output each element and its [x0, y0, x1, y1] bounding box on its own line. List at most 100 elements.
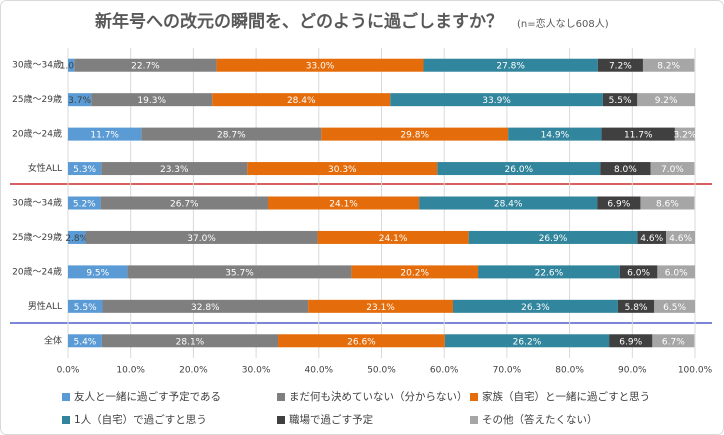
bar-segment [216, 58, 424, 72]
bar-segment [601, 127, 675, 141]
bar-segment [68, 127, 142, 141]
bar-segment [654, 299, 695, 313]
legend-swatch [62, 416, 70, 424]
value-label: 8.0% [614, 165, 637, 175]
x-tick-label: 10.0% [116, 366, 145, 376]
bar-segment [642, 58, 695, 72]
value-label: 3.7% [68, 96, 91, 106]
value-label: 26.7% [170, 200, 199, 210]
bar-segment [444, 334, 610, 348]
bar-segment [68, 265, 128, 279]
value-label: 3.2% [674, 131, 697, 141]
bar-segment [100, 196, 269, 210]
value-label: 5.8% [625, 303, 648, 313]
bar-segment [247, 162, 438, 176]
value-label: 6.0% [627, 268, 650, 278]
x-tick-label: 60.0% [430, 366, 459, 376]
x-tick-label: 0.0% [57, 366, 80, 376]
bar-segment [419, 196, 598, 210]
value-label: 5.3% [73, 165, 96, 175]
y-tick-label: 30歳～34歳 [12, 197, 62, 209]
y-tick-label: 25歳～29歳 [12, 231, 62, 243]
bar-segment [68, 299, 103, 313]
legend-label: 家族（自宅）と一緒に過ごすと思う [482, 390, 650, 403]
bar-segment [468, 230, 638, 244]
value-label: 24.1% [329, 200, 358, 210]
y-tick-label: 全体 [44, 334, 62, 346]
bar-segment [68, 162, 102, 176]
value-label: 35.7% [225, 268, 254, 278]
bar-segment [650, 162, 695, 176]
bar-segment [452, 299, 618, 313]
value-label: 26.3% [521, 303, 550, 313]
value-label: 33.9% [482, 96, 511, 106]
x-tick-label: 90.0% [618, 366, 647, 376]
bar-segment [68, 230, 86, 244]
bar-segment [437, 162, 601, 176]
legend-label: 職場で過ごす予定 [289, 413, 374, 426]
bar-segment [351, 265, 479, 279]
value-label: 14.9% [541, 131, 570, 141]
value-label: 5.5% [609, 96, 632, 106]
bar-segment [602, 93, 638, 107]
value-label: 26.2% [513, 337, 542, 347]
value-label: 26.9% [539, 234, 568, 244]
bar-segment [478, 265, 620, 279]
bar-segment [127, 265, 352, 279]
value-label: 23.1% [366, 303, 395, 313]
x-tick-label: 80.0% [555, 366, 584, 376]
value-label: 37.0% [187, 234, 216, 244]
bar-segment [652, 334, 695, 348]
bar-segment [102, 299, 309, 313]
value-label: 23.3% [160, 165, 189, 175]
value-label: 33.0% [306, 62, 335, 72]
bar-segment [508, 127, 602, 141]
bar-segment [68, 196, 101, 210]
bar-segment [640, 196, 695, 210]
bar-segment [317, 230, 469, 244]
legend-swatch [470, 416, 478, 424]
bar-segment [600, 162, 651, 176]
bar-segment [597, 58, 643, 72]
bar-segment [597, 196, 641, 210]
value-label: 4.6% [640, 234, 663, 244]
value-label: 6.7% [662, 337, 685, 347]
bar-segment [91, 93, 213, 107]
bar-segment [85, 230, 318, 244]
x-tick-label: 40.0% [305, 366, 334, 376]
bar-segment [68, 334, 102, 348]
value-label: 5.5% [74, 303, 97, 313]
x-tick-label: 30.0% [242, 366, 271, 376]
value-label: 5.2% [73, 200, 96, 210]
value-label: 24.1% [379, 234, 408, 244]
value-label: 6.5% [663, 303, 686, 313]
bar-segment [637, 230, 667, 244]
value-label: 2.8% [65, 234, 88, 244]
value-label: 28.4% [494, 200, 523, 210]
x-tick-label: 100.0% [678, 366, 713, 376]
bar-segment [619, 265, 658, 279]
legend-label: 1人（自宅）で過ごすと思う [74, 413, 207, 426]
value-label: 7.2% [609, 62, 632, 72]
value-label: 26.6% [347, 337, 376, 347]
value-label: 29.8% [400, 131, 429, 141]
value-label: 9.2% [655, 96, 678, 106]
y-tick-label: 20歳～24歳 [12, 128, 62, 140]
bar-segment [268, 196, 420, 210]
value-label: 27.8% [496, 62, 525, 72]
value-label: 11.7% [90, 131, 119, 141]
y-tick-label: 女性ALL [28, 162, 62, 174]
y-tick-label: 20歳～24歳 [12, 265, 62, 277]
value-label: 5.4% [73, 337, 96, 347]
y-tick-label: 30歳～34歳 [12, 59, 62, 71]
value-label: 8.2% [657, 62, 680, 72]
bar-segment [74, 58, 217, 72]
value-label: 28.4% [287, 96, 316, 106]
bar-segment [141, 127, 322, 141]
value-label: 30.3% [328, 165, 357, 175]
legend-swatch [470, 393, 478, 401]
bar-segment [637, 93, 695, 107]
value-label: 22.6% [535, 268, 564, 278]
y-tick-label: 25歳～29歳 [12, 93, 62, 105]
